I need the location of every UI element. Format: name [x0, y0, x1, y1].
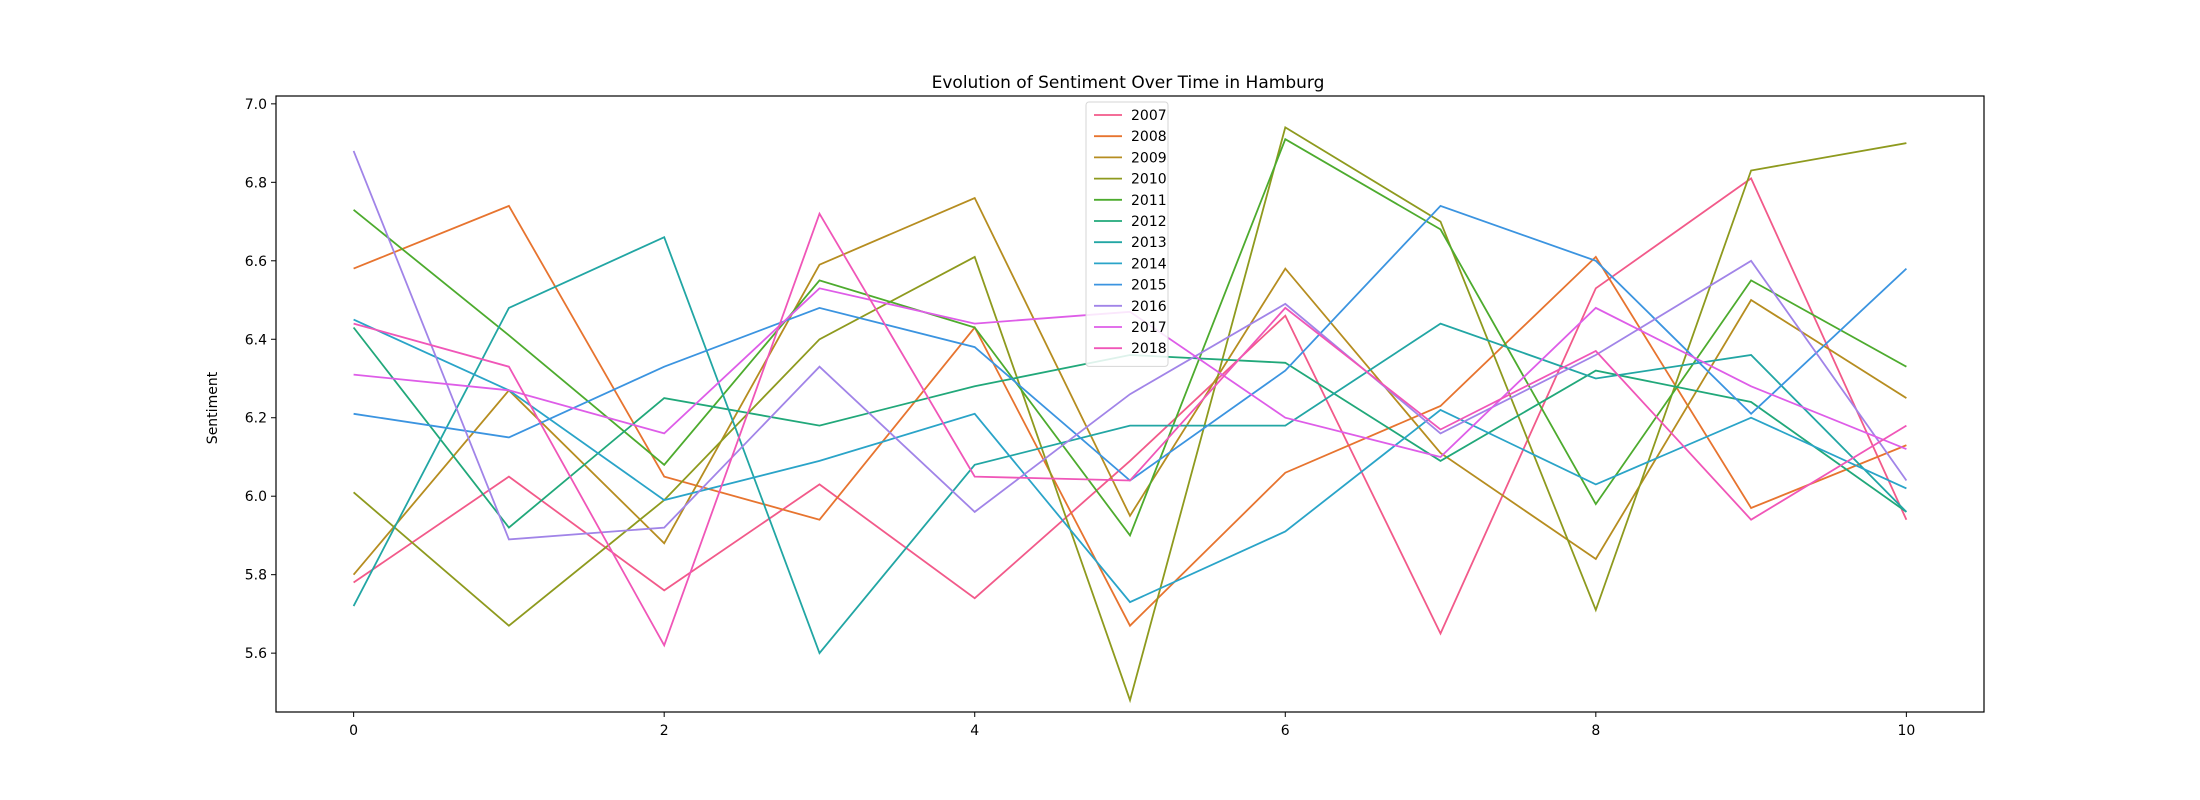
- y-tick-label: 6.2: [245, 411, 267, 427]
- x-tick-label: 4: [970, 723, 979, 739]
- y-tick-label: 5.6: [245, 646, 267, 662]
- series-line-2014: [353, 318, 1907, 604]
- series-line-2011: [353, 137, 1907, 538]
- legend-label-2015: 2015: [1131, 278, 1167, 294]
- legend-box: [1085, 101, 1169, 367]
- legend-label-2011: 2011: [1131, 193, 1167, 209]
- x-tick-label: 6: [1281, 723, 1290, 739]
- y-tick-label: 5.8: [245, 568, 267, 584]
- legend-label-2008: 2008: [1131, 129, 1167, 145]
- series-line-2013: [352, 235, 1908, 655]
- y-tick-label: 6.6: [245, 254, 267, 270]
- y-tick-label: 6.0: [245, 489, 267, 505]
- y-tick-label: 7.0: [245, 97, 267, 113]
- legend-label-2010: 2010: [1131, 172, 1167, 188]
- y-axis-ticks: 5.6 5.8 6.0 6.2 6.4 6.6 6.8 7.0: [245, 97, 276, 662]
- legend-label-2016: 2016: [1131, 299, 1167, 315]
- y-axis-label: Sentiment: [205, 371, 221, 444]
- legend-label-2009: 2009: [1131, 150, 1167, 166]
- series-line-2008: [353, 204, 1907, 628]
- legend-label-2007: 2007: [1131, 108, 1167, 124]
- x-tick-label: 8: [1591, 723, 1600, 739]
- legend-label-2014: 2014: [1131, 256, 1167, 272]
- legend-label-2017: 2017: [1131, 320, 1167, 336]
- x-tick-label: 0: [349, 723, 358, 739]
- legend-label-2018: 2018: [1131, 341, 1167, 357]
- legend-label-2012: 2012: [1131, 214, 1167, 230]
- y-tick-label: 6.4: [245, 332, 267, 348]
- legend: 2007 2008 2009 2010 2011 2012 2013 2014 2015 2016…: [1085, 101, 1169, 367]
- x-axis-ticks: 0 2 4 6 8 10: [349, 712, 1915, 739]
- legend-label-2013: 2013: [1131, 235, 1167, 251]
- chart-title: Evolution of Sentiment Over Time in Hamb…: [932, 73, 1325, 93]
- series-line-2016: [352, 150, 1908, 541]
- x-tick-label: 2: [660, 723, 669, 739]
- series-line-2018: [353, 211, 1907, 648]
- plot-frame: [275, 95, 1985, 713]
- x-tick-label: 10: [1897, 723, 1915, 739]
- series-line-2009: [352, 196, 1907, 576]
- y-tick-label: 6.8: [245, 175, 267, 191]
- series-line-2010: [353, 126, 1907, 704]
